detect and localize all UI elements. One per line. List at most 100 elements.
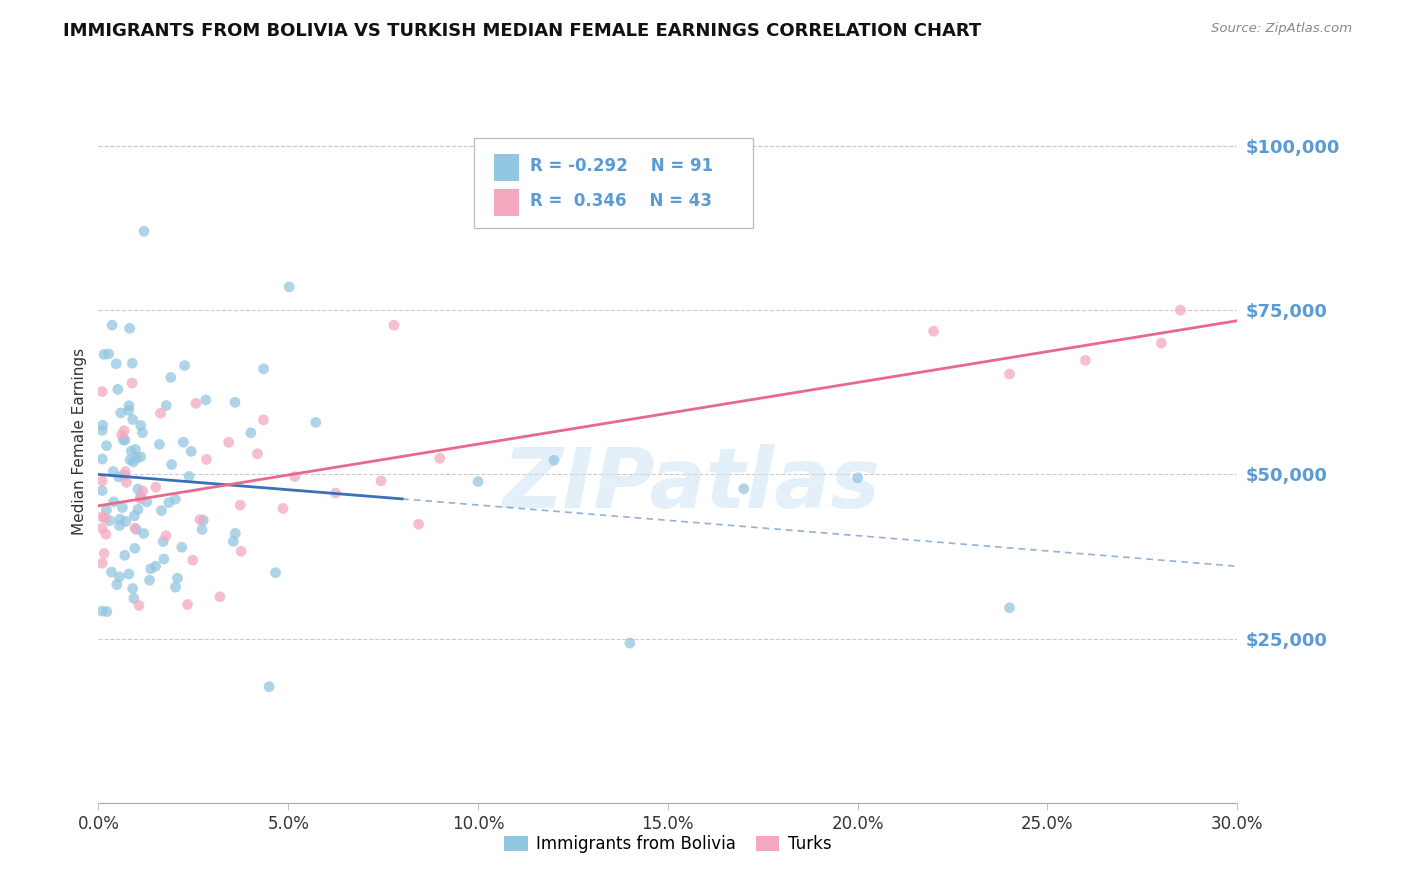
Point [922,324,945,338]
Point [224,395,246,409]
Point [145,559,167,574]
Point [91,418,114,433]
Point [129,492,152,507]
Point [96,605,118,619]
Point [131,425,153,440]
Point [100,565,122,579]
Point [124,541,146,556]
Point [165,492,187,507]
Point [135,495,157,509]
Point [181,553,204,567]
Text: Source: ZipAtlas.com: Source: ZipAtlas.com [1212,22,1353,36]
Point [176,598,198,612]
Point [184,396,207,410]
Point [370,474,392,488]
Point [173,359,195,373]
Point [105,357,128,371]
Point [112,468,135,483]
Point [132,526,155,541]
Point [271,501,294,516]
Point [91,423,114,437]
Point [125,450,148,465]
Point [231,544,253,558]
Point [170,540,193,554]
Point [122,455,145,469]
Point [91,556,114,570]
Point [121,412,143,426]
Bar [494,188,519,216]
Point [94,527,117,541]
Point [429,451,451,466]
Point [128,599,150,613]
Point [124,442,146,457]
Point [112,433,135,447]
Point [96,503,118,517]
Point [98,514,121,528]
Point [107,382,129,396]
FancyBboxPatch shape [474,138,754,228]
Point [152,534,174,549]
Point [239,425,262,440]
Point [121,376,143,390]
Point [108,512,131,526]
Point [103,495,125,509]
Point [733,482,755,496]
Point [118,403,141,417]
Point [160,458,183,472]
Point [180,444,202,458]
Point [253,361,276,376]
Text: ZIPatlas: ZIPatlas [502,444,880,525]
Point [224,526,246,541]
Point [122,591,145,606]
Point [110,406,132,420]
Point [112,424,135,438]
Point [153,552,176,566]
Point [121,356,143,370]
Point [125,523,148,537]
Point [96,439,118,453]
Text: R =  0.346    N = 43: R = 0.346 N = 43 [530,192,711,210]
Text: R = -0.292    N = 91: R = -0.292 N = 91 [530,157,713,176]
Point [129,418,152,433]
Point [114,515,136,529]
Point [252,413,274,427]
Point [382,318,405,333]
Point [1150,336,1173,351]
Point [127,482,149,496]
Point [138,574,160,588]
Point [118,567,141,582]
Point [124,521,146,535]
Point [264,566,287,580]
Point [543,453,565,467]
Point [193,513,215,527]
Point [257,680,280,694]
Point [121,582,143,596]
Point [188,513,211,527]
Point [91,452,114,467]
Point [149,406,172,420]
Point [115,475,138,490]
Point [222,534,245,549]
Point [284,469,307,483]
Point [105,577,128,591]
Point [108,570,131,584]
Point [1074,353,1097,368]
Point [111,427,134,442]
Point [103,465,125,479]
Point [139,562,162,576]
Point [145,480,167,494]
Point [114,465,136,479]
Point [93,547,115,561]
Point [91,604,114,618]
Point [194,392,217,407]
Point [278,280,301,294]
Point [305,415,328,429]
Point [195,452,218,467]
Point [97,347,120,361]
Point [1170,303,1192,318]
Point [118,399,141,413]
Point [127,502,149,516]
Point [91,521,114,535]
Y-axis label: Median Female Earnings: Median Female Earnings [72,348,87,535]
Point [93,347,115,361]
